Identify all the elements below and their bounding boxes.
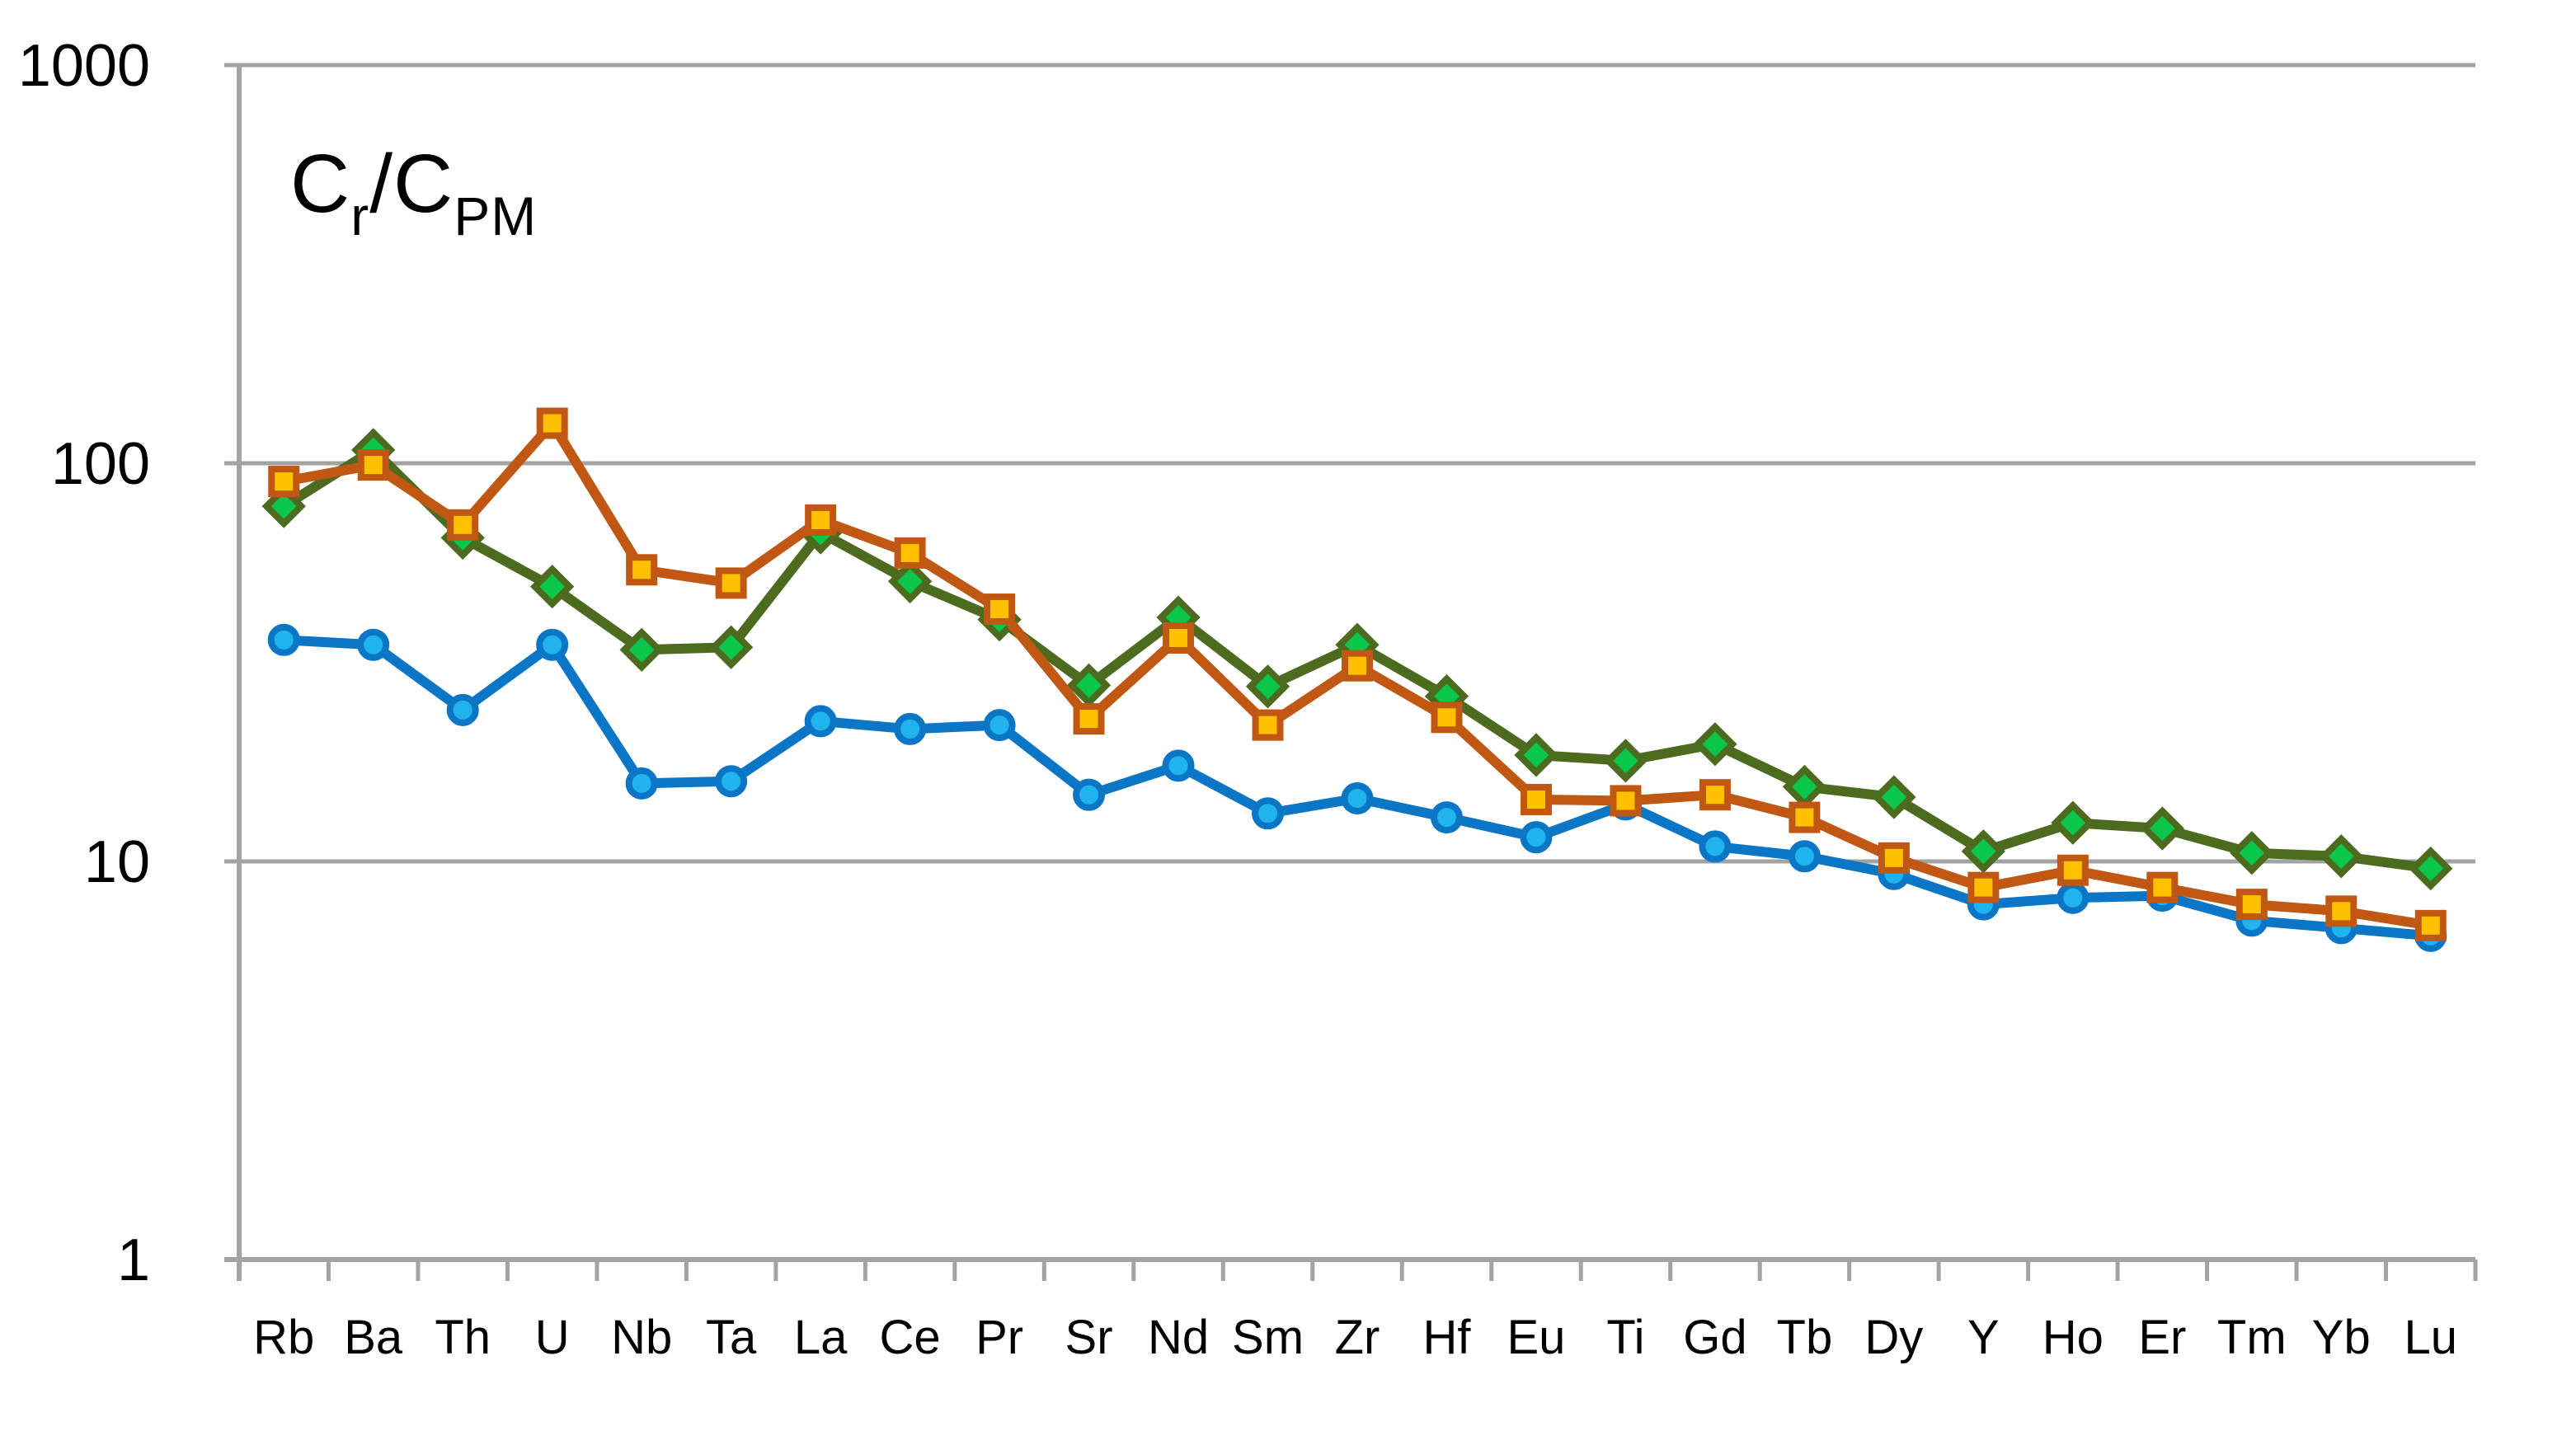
x-tick-label: Sr xyxy=(1065,1311,1113,1364)
series-1-blue-circles-marker-circle xyxy=(1252,797,1285,830)
series-1-blue-circles-marker-circle xyxy=(894,712,927,745)
series-2-green-diamonds-marker-diamond xyxy=(1514,733,1558,777)
chart-title-sub-pm: PM xyxy=(454,185,538,246)
x-tick-label: Tm xyxy=(2217,1311,2287,1364)
series-1-blue-circles-marker-circle xyxy=(267,623,300,656)
x-tick-label: Pr xyxy=(975,1311,1023,1364)
series-1-blue-circles-marker-circle xyxy=(1341,782,1374,815)
series-2-green-diamonds-marker-diamond xyxy=(1245,664,1290,709)
chart-title-sub-r: r xyxy=(350,185,370,246)
x-tick-label: Nb xyxy=(611,1311,672,1364)
y-tick-label: 100 xyxy=(51,431,150,497)
x-tick-label: Ho xyxy=(2042,1311,2104,1364)
series-1-blue-circles-marker-circle xyxy=(446,693,479,726)
series-3-orange-squares-marker-square xyxy=(1342,650,1373,682)
x-tick-label: Rb xyxy=(253,1311,314,1364)
series-2-green-diamonds-marker-diamond xyxy=(619,627,664,672)
series-2-green-diamonds-marker-diamond xyxy=(1066,663,1112,707)
series-1-blue-circles-marker-circle xyxy=(983,709,1016,742)
series-3-orange-squares-marker-square xyxy=(1878,842,1910,874)
series-1-blue-circles xyxy=(267,623,2447,952)
series-3-orange-squares-marker-square xyxy=(2146,871,2179,903)
y-tick-label: 1000 xyxy=(18,33,150,99)
y-tick-label: 10 xyxy=(84,829,150,895)
x-tick-label: Th xyxy=(435,1311,491,1364)
series-3-orange-squares-marker-square xyxy=(626,554,658,586)
series-3-orange-squares-marker-square xyxy=(1163,622,1195,654)
x-tick-label: Yb xyxy=(2312,1311,2371,1364)
series-3-orange-squares-marker-square xyxy=(536,407,568,439)
x-tick-label: Nd xyxy=(1148,1311,1209,1364)
series-3-orange-squares-marker-square xyxy=(357,449,389,481)
series-2-green-diamonds-marker-diamond xyxy=(708,625,754,669)
series-3-orange-squares-marker-square xyxy=(984,594,1016,626)
series-3-orange-squares-marker-square xyxy=(268,466,300,498)
x-tick-label: Gd xyxy=(1683,1311,1746,1364)
chart-title: Cr/CPM xyxy=(290,138,537,243)
series-1-blue-circles-marker-circle xyxy=(1520,821,1553,854)
series-2-green-diamonds-marker-diamond xyxy=(2140,806,2184,851)
series-2-green-diamonds-marker-diamond xyxy=(530,564,575,609)
series-3-orange-squares-marker-square xyxy=(447,509,479,541)
series-1-blue-circles-marker-circle xyxy=(1430,801,1463,834)
x-tick-label: La xyxy=(794,1311,848,1364)
series-3-orange-squares-marker-square xyxy=(1073,703,1105,735)
series-3-orange-squares-marker-square xyxy=(1520,783,1552,815)
series-3-orange-squares xyxy=(268,407,2447,941)
x-tick-label: Hf xyxy=(1422,1311,1471,1364)
x-tick-label: Ta xyxy=(706,1311,757,1364)
series-2-green-diamonds-marker-diamond xyxy=(2230,831,2274,875)
series-3-orange-squares-marker-square xyxy=(2235,889,2268,921)
x-tick-label: Er xyxy=(2138,1311,2186,1364)
series-1-blue-circles-marker-circle xyxy=(625,767,658,800)
series-3-orange-squares-marker-square xyxy=(894,537,926,569)
x-tick-label: Ba xyxy=(344,1311,403,1364)
series-2-green-diamonds-marker-diamond xyxy=(1872,775,1916,819)
series-3-orange-squares-marker-square xyxy=(2414,909,2447,941)
series-1-blue-circles-marker-circle xyxy=(1073,778,1106,811)
series-2-green-diamonds-marker-diamond xyxy=(887,559,933,603)
y-tick-label: 1 xyxy=(117,1227,150,1293)
series-1-blue-circles-marker-circle xyxy=(715,765,748,798)
series-2-green-diamonds-marker-diamond xyxy=(2409,846,2453,891)
x-tick-label: U xyxy=(535,1311,570,1364)
series-1-blue-circles-marker-circle xyxy=(1162,749,1195,782)
series-2-green-diamonds-marker-diamond xyxy=(1782,764,1827,809)
series-1-blue-circles-marker-circle xyxy=(2057,881,2089,914)
series-2-green-diamonds-marker-diamond xyxy=(1603,739,1648,783)
series-2-green-diamonds-marker-diamond xyxy=(1961,829,2006,874)
series-3-orange-squares-marker-square xyxy=(2325,895,2357,927)
series-1-blue-circles-marker-circle xyxy=(357,628,390,661)
series-1-blue-circles-marker-circle xyxy=(1788,840,1821,873)
chart-title-slash-c: /C xyxy=(369,138,454,230)
series-3-orange-squares-marker-square xyxy=(2057,854,2089,886)
x-tick-label: Dy xyxy=(1864,1311,1923,1364)
series-2-green-diamonds-marker-diamond xyxy=(2319,834,2363,879)
series-3-orange-squares-marker-square xyxy=(1967,871,2000,903)
x-tick-label: Zr xyxy=(1335,1311,1380,1364)
series-2-green-diamonds-marker-diamond xyxy=(2051,800,2095,845)
chart-title-c: C xyxy=(290,138,351,230)
x-tick-label: Eu xyxy=(1507,1311,1565,1364)
series-1-blue-circles-marker-circle xyxy=(1699,830,1732,863)
series-2-green-diamonds-marker-diamond xyxy=(1693,722,1737,767)
series-1-blue-circles-marker-circle xyxy=(804,705,837,738)
series-3-orange-squares-marker-square xyxy=(715,567,747,599)
series-3-orange-squares-marker-square xyxy=(1252,709,1284,741)
x-tick-label: Y xyxy=(1967,1311,2000,1364)
x-tick-label: Sm xyxy=(1232,1311,1304,1364)
series-3-orange-squares-marker-square xyxy=(1610,785,1642,817)
series-3-orange-squares-marker-square xyxy=(1789,801,1821,833)
series-2-green-diamonds-marker-diamond xyxy=(261,484,306,528)
x-tick-label: Ti xyxy=(1606,1311,1644,1364)
series-1-blue-circles-marker-circle xyxy=(536,628,569,661)
x-tick-label: Ce xyxy=(880,1311,941,1364)
series-3-orange-squares-marker-square xyxy=(1699,779,1731,811)
x-tick-label: Lu xyxy=(2404,1311,2458,1364)
series-3-orange-squares-marker-square xyxy=(1431,701,1463,734)
x-tick-label: Tb xyxy=(1777,1311,1833,1364)
series-3-orange-squares-marker-square xyxy=(805,504,837,536)
